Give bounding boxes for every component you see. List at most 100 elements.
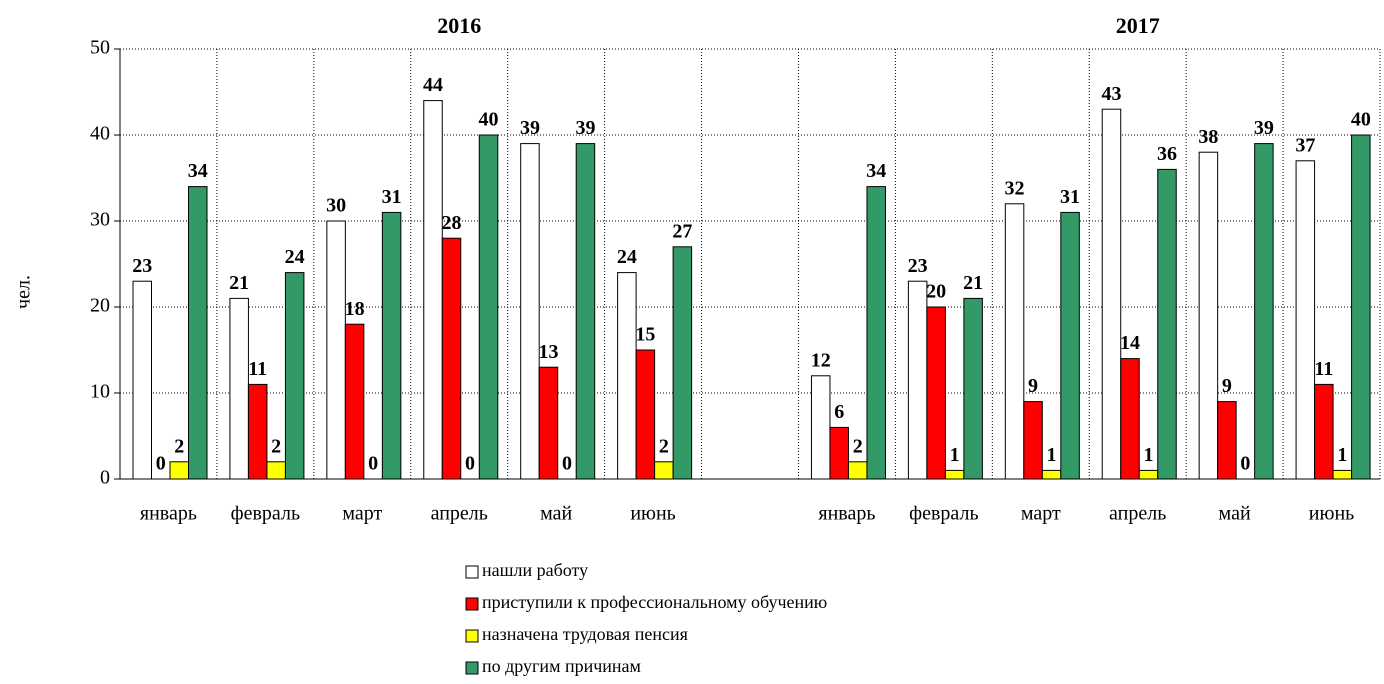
data-label: 40 [1351,109,1371,131]
bar [266,461,286,480]
bar [344,323,365,480]
bar [326,220,346,480]
data-label: 1 [1337,444,1347,466]
data-label: 21 [963,272,983,294]
y-tick-label: 50 [90,37,110,59]
bar [423,100,443,480]
bar [654,461,674,480]
data-label: 39 [575,117,595,139]
bar [829,426,849,480]
data-label: 9 [1028,375,1038,397]
x-tick-label: апрель [431,503,488,525]
bar [1004,203,1025,480]
data-label: 30 [326,195,346,217]
bar [1060,211,1080,480]
data-label: 23 [908,255,928,277]
bar [1041,469,1062,480]
data-label: 40 [479,109,499,131]
data-label: 31 [1060,186,1080,208]
data-label: 2 [174,435,184,457]
legend-swatch [465,597,479,611]
bar [672,246,693,480]
data-label: 0 [465,453,475,475]
x-tick-label: июнь [630,503,675,525]
bar [478,134,499,480]
bar [381,211,402,480]
data-label: 18 [345,298,365,320]
bar [1254,143,1274,480]
data-label: 2 [853,435,863,457]
bar [617,272,637,480]
data-label: 1 [950,444,960,466]
data-label: 28 [442,212,462,234]
bar [1120,358,1140,480]
x-tick-label: февраль [909,503,978,525]
bar [847,461,868,480]
data-label: 1 [1143,444,1153,466]
data-label: 6 [834,401,844,423]
data-label: 23 [132,255,152,277]
data-label: 0 [1240,453,1250,475]
bar [188,186,208,480]
x-tick-label: март [342,503,382,525]
data-label: 0 [368,453,378,475]
bar [284,272,305,480]
x-tick-label: май [540,503,572,525]
data-label: 14 [1120,332,1140,354]
data-label: 34 [866,160,886,182]
y-tick-label: 10 [90,381,110,403]
x-tick-label: июнь [1309,503,1354,525]
x-tick-label: январь [140,503,197,525]
x-tick-label: январь [818,503,875,525]
data-label: 0 [562,453,572,475]
y-tick-label: 30 [90,209,110,231]
bar [926,306,946,480]
data-label: 31 [382,186,402,208]
data-label: 44 [423,74,443,96]
bar [538,366,559,480]
bar [963,297,983,480]
data-label: 15 [635,324,655,346]
bar [575,143,596,480]
data-label: 2 [271,435,281,457]
data-label: 9 [1222,375,1232,397]
bar [907,280,928,480]
y-tick-label: 0 [100,467,110,489]
bar [1138,469,1159,480]
x-tick-label: апрель [1109,503,1166,525]
bar [1217,401,1237,480]
bar [810,375,831,480]
x-tick-label: май [1219,503,1251,525]
data-label: 39 [520,117,540,139]
data-label: 21 [229,272,249,294]
data-label: 37 [1295,134,1315,156]
bar [1157,168,1177,480]
legend-label: приступили к профессиональному обучению [482,592,827,612]
data-label: 39 [1254,117,1274,139]
data-label: 2 [659,435,669,457]
bar [1198,151,1219,480]
bar [1295,160,1316,480]
legend-label: назначена трудовая пенсия [482,624,688,644]
bar [1023,401,1043,480]
data-label: 1 [1047,444,1057,466]
data-label: 24 [285,246,305,268]
x-tick-label: март [1021,503,1061,525]
bar [1314,383,1334,480]
legend-swatch [465,565,479,579]
x-tick-label: февраль [231,503,300,525]
legend-swatch [465,661,479,675]
data-label: 36 [1157,143,1177,165]
bar [944,469,965,480]
data-label: 13 [538,341,558,363]
group-title: 2016 [437,13,481,38]
data-label: 43 [1101,83,1121,105]
bar [247,383,268,480]
data-label: 20 [926,281,946,303]
y-tick-label: 40 [90,123,110,145]
data-label: 0 [156,453,166,475]
legend-label: по другим причинам [482,656,641,676]
data-label: 27 [672,220,692,242]
bar [229,297,249,480]
bar [1101,108,1122,480]
